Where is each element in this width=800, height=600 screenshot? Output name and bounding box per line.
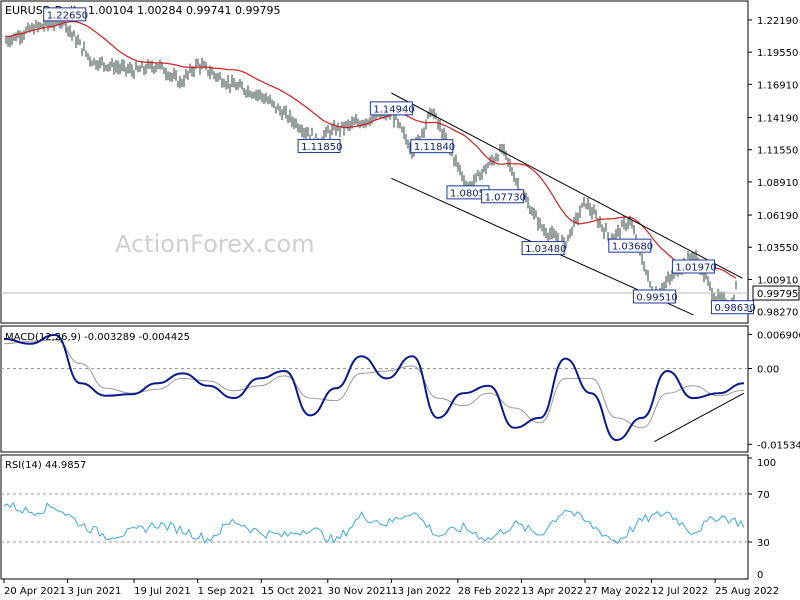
macd-panel-title: MACD(12,26,9) -0.003289 -0.004425 [5,332,190,343]
price-level-label: 1.07730 [485,192,526,203]
price-y-tick-label: 0.98270 [757,308,798,319]
x-axis-date-label: 27 May 2022 [585,586,650,597]
price-level-label-box [608,238,652,253]
x-axis-date-label: 28 Feb 2022 [458,586,520,597]
price-level-label: 1.08050 [450,188,491,199]
price-y-tick-label: 1.22190 [757,16,798,27]
price-level-label: 0.98630 [714,303,755,314]
rsi-y-tick-label: 30 [757,538,770,549]
price-level-label-box [369,101,413,116]
x-axis-date-label: 12 Jul 2022 [652,586,709,597]
price-level-label: 0.99510 [636,292,677,303]
price-level-label: 1.11840 [414,142,455,153]
price-level-label: 1.03480 [525,244,566,255]
current-price-label: 0.99795 [757,289,798,300]
price-y-tick-label: 1.19550 [757,48,798,59]
price-level-label: 1.01970 [675,263,716,274]
price-level-label-box [632,289,676,304]
macd-panel-frame [0,325,749,453]
price-level-label-box [710,300,754,315]
x-axis-date-label: 1 Sep 2021 [198,586,255,597]
price-level-label-box [410,139,454,154]
price-level-label: 1.22650 [47,10,88,21]
price-y-tick-label: 1.06190 [757,211,798,222]
watermark-text: ActionForex.com [115,230,315,258]
price-level-label-box [43,7,87,22]
chart-header-ohlc: 1.00104 1.00284 0.99741 0.99795 [88,4,280,17]
price-trend-line-1 [391,92,743,279]
price-y-tick-label: 1.16910 [757,80,798,91]
price-level-label: 1.03680 [612,242,653,253]
axis-layer: 1.22190 1.19550 1.16910 1.14190 1.11550 1.089… [3,16,800,597]
rsi-layer [1,493,748,545]
rsi-panel-title: RSI(14) 44.9857 [5,460,86,471]
price-panel-frame [0,0,749,324]
price-level-label-box [671,259,715,274]
price-y-tick-label: 1.11550 [757,146,798,157]
macd-y-tick-label: 0.006906 [757,330,800,341]
moving-average-line [5,20,737,279]
price-level-label: 1.14940 [373,104,414,115]
x-axis-date-label: 15 Oct 2021 [261,586,323,597]
price-layer: 1.22650 1.11850 1.14940 1.11840 1.080501.077… [1,7,756,316]
macd-y-tick-label: -0.015348 [757,440,800,451]
price-y-tick-label: 1.08910 [757,178,798,189]
x-axis-date-label: 13 Jan 2022 [391,586,451,597]
price-y-tick-label: 1.14190 [757,114,798,125]
rsi-y-tick-label: 100 [757,458,776,469]
price-y-tick-label: 1.03550 [757,243,798,254]
x-axis-date-label: 20 Apr 2021 [4,586,66,597]
x-axis-date-label: 25 Aug 2022 [715,586,779,597]
price-level-label-box [297,139,341,154]
current-price-box [752,285,800,301]
macd-main-line [3,333,745,442]
x-axis-date-label: 19 Jul 2021 [134,586,191,597]
macd-trend-line-1 [654,392,745,443]
rsi-y-tick-label: 0 [757,570,763,581]
rsi-y-tick-label: 70 [757,490,770,501]
rsi-panel-frame [0,454,749,580]
x-axis-date-label: 30 Nov 2021 [328,586,392,597]
x-axis-date-label: 13 Apr 2022 [521,586,583,597]
price-level-label-box [481,189,525,204]
rsi-line [3,501,745,545]
price-y-tick-label: 1.00910 [757,275,798,286]
price-level-label-box [521,241,565,256]
price-level-label: 1.11850 [301,142,342,153]
x-axis-date-label: 3 Jun 2021 [68,586,122,597]
macd-y-tick-label: 0.00 [757,365,779,376]
macd-layer [1,333,748,443]
